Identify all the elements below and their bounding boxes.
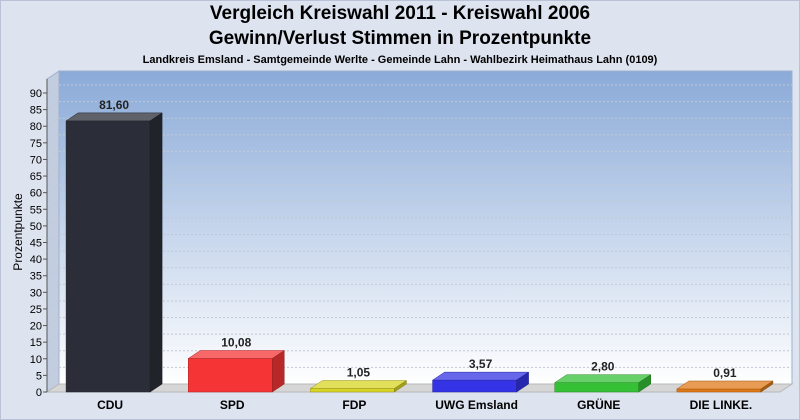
y-tick-label: 70 xyxy=(30,154,42,166)
chart-caption: Landkreis Emsland - Samtgemeinde Werlte … xyxy=(142,54,658,66)
gridline-side xyxy=(46,101,60,111)
bar-front xyxy=(188,358,273,393)
bar xyxy=(65,112,163,393)
bar-top xyxy=(187,350,286,359)
y-tick-label: 85 xyxy=(30,105,42,117)
bar-top xyxy=(553,374,652,383)
y-tick-label: 25 xyxy=(30,304,42,316)
gridline-side xyxy=(46,350,60,360)
gridline-side xyxy=(46,317,60,326)
x-tick-label: FDP xyxy=(342,398,366,412)
y-axis-label: Prozentpunkte xyxy=(11,193,25,271)
bar-side xyxy=(516,371,529,393)
bar xyxy=(676,380,774,393)
gridline-side xyxy=(46,167,60,177)
bar-top xyxy=(309,380,408,389)
chart-title: Vergleich Kreiswahl 2011 - Kreiswahl 200… xyxy=(209,3,591,24)
gridline-side xyxy=(46,366,60,376)
bar-top xyxy=(431,371,530,381)
gridline-side xyxy=(46,151,60,160)
y-tick-label: 10 xyxy=(30,354,42,366)
bar-side xyxy=(638,374,651,393)
bar-front xyxy=(432,379,517,393)
bar-side xyxy=(272,350,285,393)
bar xyxy=(309,380,408,393)
bar-value-label: 2,80 xyxy=(591,360,615,374)
bar xyxy=(553,374,652,393)
bar-side xyxy=(760,380,774,393)
bar-front xyxy=(65,120,151,393)
y-tick-label: 20 xyxy=(30,321,42,333)
x-tick-label: CDU xyxy=(97,398,123,412)
y-tick-label: 90 xyxy=(30,88,42,100)
gridline-side xyxy=(46,300,60,310)
gridline-side xyxy=(46,84,60,94)
y-tick-label: 30 xyxy=(30,287,42,299)
bar-top xyxy=(676,380,774,390)
chart-subtitle: Gewinn/Verlust Stimmen in Prozentpunkte xyxy=(208,28,592,49)
y-tick-label: 0 xyxy=(36,387,42,399)
bar-side xyxy=(149,112,163,393)
bar-top xyxy=(65,112,163,122)
gridline-side xyxy=(46,250,60,260)
y-tick-label: 35 xyxy=(30,271,42,283)
gridline-side xyxy=(46,200,60,210)
bar-value-label: 10,08 xyxy=(221,336,251,350)
bar-value-label: 1,05 xyxy=(347,366,371,380)
x-tick-label: DIE LINKE. xyxy=(690,398,753,412)
gridline-side xyxy=(46,234,60,243)
bar-value-label: 0,91 xyxy=(713,366,737,380)
y-tick-label: 5 xyxy=(36,370,42,382)
y-tick-label: 50 xyxy=(30,221,42,233)
bar-front xyxy=(676,388,762,393)
y-tick-label: 65 xyxy=(30,171,42,183)
y-tick-label: 55 xyxy=(30,204,42,216)
gridline-side xyxy=(46,217,60,227)
bar xyxy=(187,350,286,393)
y-tick-label: 15 xyxy=(30,337,42,349)
y-tick-label: 80 xyxy=(30,121,42,133)
gridline-side xyxy=(46,283,60,293)
bar-value-label: 81,60 xyxy=(99,98,129,112)
x-tick-label: GRÜNE xyxy=(577,397,620,412)
y-tick-label: 40 xyxy=(30,254,42,266)
bar-front xyxy=(310,388,395,393)
y-tick-label: 60 xyxy=(30,188,42,200)
x-tick-label: UWG Emsland xyxy=(435,398,518,412)
y-tick-label: 45 xyxy=(30,238,42,250)
x-tick-label: SPD xyxy=(220,398,245,412)
bar-front xyxy=(554,382,639,393)
gridline-side xyxy=(46,184,60,194)
gridline-side xyxy=(46,333,60,343)
bar-value-label: 3,57 xyxy=(469,357,493,371)
gridline-side xyxy=(46,117,60,127)
bar xyxy=(431,371,530,393)
gridline-side xyxy=(46,134,60,144)
bar-side xyxy=(394,380,407,393)
y-tick-label: 75 xyxy=(30,138,42,150)
gridline-side xyxy=(46,267,60,277)
